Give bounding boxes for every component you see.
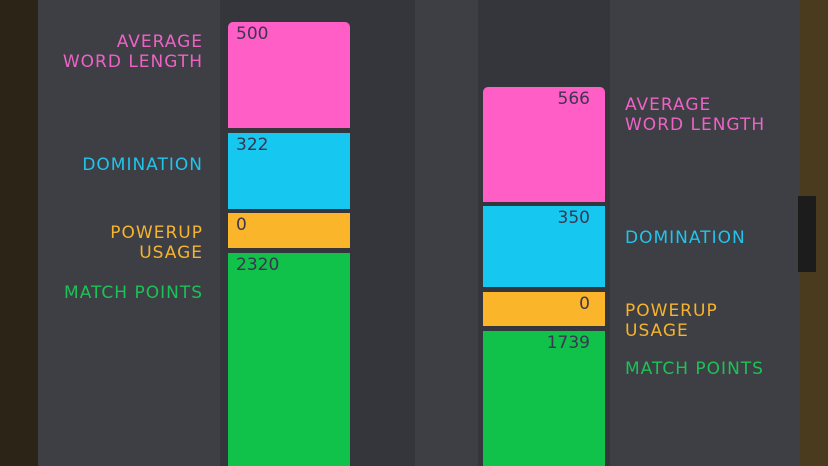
score-bar <box>228 22 350 128</box>
category-label: MATCH POINTS <box>64 283 203 303</box>
score-bar <box>483 331 605 466</box>
score-bar <box>228 213 350 248</box>
score-bar <box>483 206 605 287</box>
category-label: POWERUP USAGE <box>110 223 203 263</box>
score-bar <box>228 253 350 466</box>
score-bar <box>483 87 605 202</box>
score-value: 500 <box>236 24 269 44</box>
category-label: POWERUP USAGE <box>625 301 718 341</box>
score-value: 2320 <box>236 255 280 275</box>
category-label: AVERAGE WORD LENGTH <box>62 32 203 72</box>
category-label: MATCH POINTS <box>625 359 764 379</box>
left-edge <box>0 0 40 466</box>
score-value: 350 <box>557 208 590 228</box>
score-value: 566 <box>557 89 590 109</box>
score-value: 0 <box>579 294 590 314</box>
panel <box>38 0 800 466</box>
score-value: 1739 <box>546 333 590 353</box>
category-label: DOMINATION <box>625 228 746 248</box>
side-tab <box>798 196 816 272</box>
category-label: AVERAGE WORD LENGTH <box>625 95 766 135</box>
category-label: DOMINATION <box>82 155 203 175</box>
score-bar <box>483 292 605 326</box>
score-value: 322 <box>236 135 269 155</box>
score-value: 0 <box>236 215 247 235</box>
score-bar <box>228 133 350 209</box>
